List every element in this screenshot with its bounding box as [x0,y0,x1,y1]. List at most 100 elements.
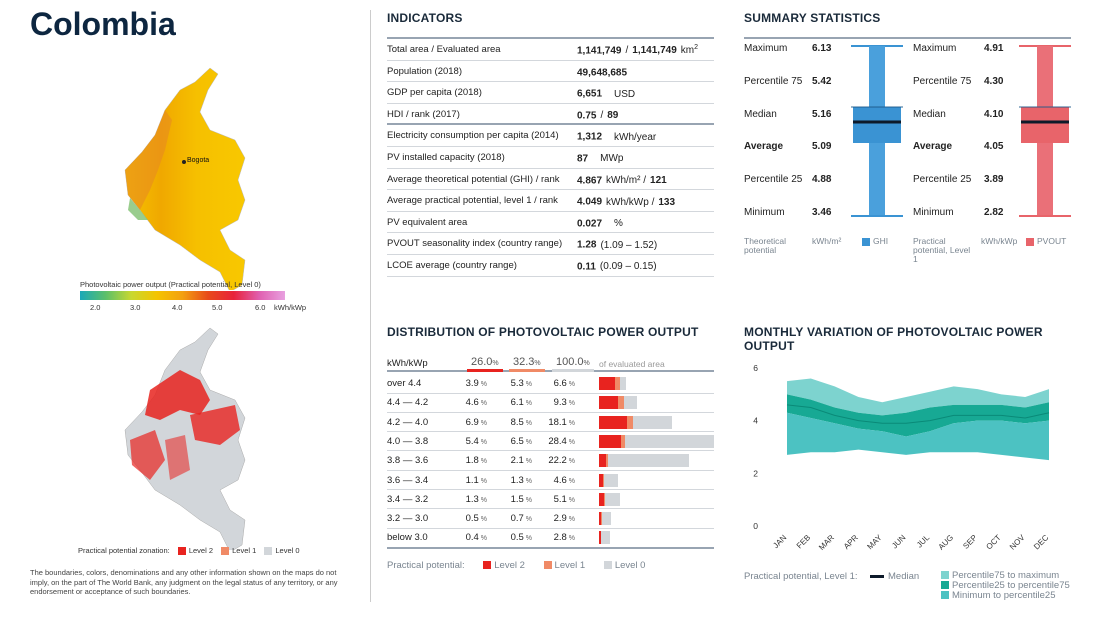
divider [370,10,371,602]
bar-level2 [599,512,602,526]
median-swatch [870,575,884,578]
level2-swatch [177,547,186,556]
indicator-label: Total area / Evaluated area [387,44,501,55]
ghi-stat-label: Percentile 75 [744,76,803,87]
pvout-stat-label: Maximum [913,43,957,54]
pvout-stat-value: 4.30 [984,76,1004,87]
range-label: over 4.4 [387,378,422,389]
pvout-stat-label: Percentile 25 [913,174,972,185]
pvout-swatch [1026,237,1034,246]
value-l1: 0.5 % [510,532,532,544]
map1-legend-title: Photovoltaic power output (Practical pot… [80,280,261,289]
value-l2: 1.3 % [465,493,487,505]
indicator-row: Average theoretical potential (GHI) / ra… [387,169,714,191]
indicator-row: Population (2018) 49,648,685 [387,61,714,83]
bar-level2 [599,377,615,390]
value-l1: 1.3 % [510,474,532,486]
x-tick-label: NOV [1008,533,1027,552]
indicator-value: 49,648,685 [577,66,628,78]
distribution-row: 3.6 — 3.4 1.1 % 1.3 % 4.6 % [387,471,714,490]
ghi-stat-value: 5.09 [812,141,832,152]
range-label: 4.0 — 3.8 [387,435,429,447]
range-label: 3.4 — 3.2 [387,493,429,505]
indicators-title: INDICATORS [387,11,463,25]
bar-level2 [599,434,621,448]
bar-level2 [599,454,607,468]
range-label: below 3.0 [387,532,428,544]
value-l1: 8.5 % [510,416,532,428]
x-tick-label: MAR [817,533,836,552]
y-tick-label: 6 [753,363,758,373]
bar-level0 [599,531,611,545]
indicator-row: PVOUT seasonality index (country range) 1… [387,233,714,255]
iqr-box [853,107,901,143]
ghi-stat-label: Minimum [744,207,785,218]
pvout-stat-value: 4.10 [984,109,1004,120]
indicator-value: 6,651 USD [577,88,636,100]
indicator-value: 1,312 kWh/year [577,131,657,143]
summary-table: Maximum 6.13 Maximum 4.91 Percentile 75 5.42 P… [744,40,1071,240]
ghi-stat-value: 3.46 [812,207,832,218]
indicator-value: 1,141,749/1,141,749 km2 [577,44,699,57]
pvout-stat-value: 4.91 [984,43,1004,54]
distribution-title: DISTRIBUTION OF PHOTOVOLTAIC POWER OUTPU… [387,325,699,339]
distribution-table: kWh/kWp 26.0% 32.3% 100.0% of evaluated area… [387,354,714,554]
pvout-stat-label: Average [913,141,953,152]
range-label: 4.4 — 4.2 [387,397,429,409]
indicator-row: LCOE average (country range) 0.11 (0.09 – … [387,255,714,277]
pvout-stat-label: Minimum [913,207,954,218]
bar-level0 [599,512,611,526]
x-tick-label: JAN [771,533,788,550]
pvout-stat-value: 4.05 [984,141,1004,152]
value-l0: 4.6 % [553,474,575,486]
indicator-value: 4.867 kWh/m² /121 [577,174,667,186]
distribution-row: 4.0 — 3.8 5.4 % 6.5 % 28.4 % [387,432,714,452]
header-l1: 32.3% [509,356,545,372]
indicator-row: Average practical potential, level 1 / r… [387,190,714,212]
value-l0: 18.1 % [548,416,575,428]
iqr-box [1021,107,1069,143]
bogota-label: Bogota [187,157,209,164]
x-tick-label: AUG [937,533,956,552]
value-l1: 2.1 % [510,455,532,467]
header-l0: 100.0% [552,356,594,372]
indicator-row: GDP per capita (2018) 6,651 USD [387,82,714,104]
indicator-row: PV installed capacity (2018) 87 MWp [387,147,714,169]
value-l1: 1.5 % [510,493,532,505]
indicator-row: Electricity consumption per capita (2014… [387,125,714,147]
ghi-stat-value: 5.42 [812,76,832,87]
band-p25-p75 [787,394,1049,437]
bogota-marker [182,160,186,164]
zonation-map [124,327,246,550]
bar-level0 [599,434,714,448]
value-l1: 0.7 % [510,513,532,525]
distribution-legend: Practical potential: Level 2 Level 1 Lev… [387,560,646,571]
pvout-stat-label: Percentile 75 [913,76,972,87]
value-l0: 2.8 % [553,532,575,544]
x-tick-label: FEB [795,533,812,550]
value-l2: 4.6 % [465,397,487,409]
ghi-stat-label: Average [744,141,784,152]
indicator-label: Average practical potential, level 1 / r… [387,195,558,207]
indicator-value: 4.049 kWh/kWp /133 [577,196,676,208]
x-tick-label: SEP [961,533,979,551]
bar-level2 [599,473,604,487]
range-label: 3.2 — 3.0 [387,513,429,525]
ghi-stat-label: Median [744,109,777,120]
summary-boxplots [851,45,1071,217]
value-l2: 6.9 % [465,416,487,428]
indicator-value: 0.75/89 [577,110,619,122]
distribution-row: 3.2 — 3.0 0.5 % 0.7 % 2.9 % [387,509,714,529]
color-scale [80,291,285,300]
ghi-stat-label: Percentile 25 [744,174,803,185]
level0-swatch [264,547,273,556]
range-label: 3.6 — 3.4 [387,474,429,486]
indicator-label: PV installed capacity (2018) [387,152,505,163]
value-l1: 6.5 % [510,435,532,447]
y-tick-label: 2 [753,468,758,478]
value-l2: 5.4 % [465,435,487,447]
x-tick-label: JUN [890,533,908,551]
distribution-row: below 3.0 0.4 % 0.5 % 2.8 % [387,528,714,548]
value-l0: 9.3 % [553,397,575,409]
value-l0: 2.9 % [553,513,575,525]
